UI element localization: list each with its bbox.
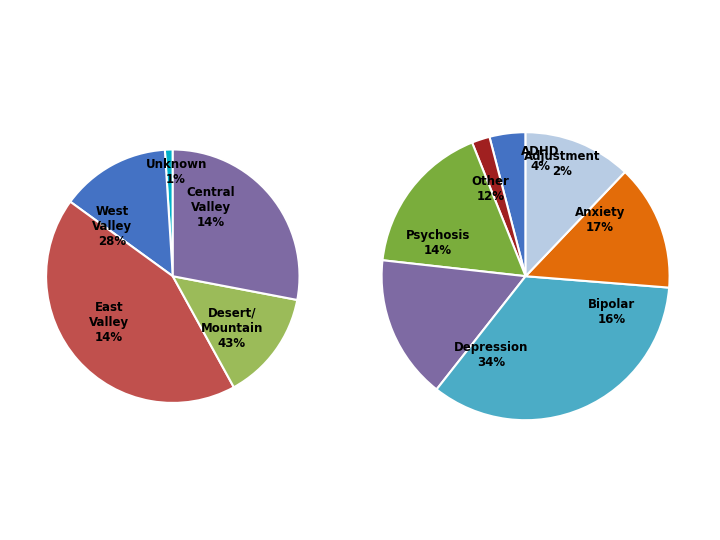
Text: Adjustment
2%: Adjustment 2% [524,150,600,178]
Text: Desert/
Mountain
43%: Desert/ Mountain 43% [201,307,263,350]
Wedge shape [436,276,669,420]
Text: West
Valley
28%: West Valley 28% [92,205,132,248]
Wedge shape [46,202,234,403]
Text: Bipolar
16%: Bipolar 16% [588,299,636,326]
Text: Psychosis
14%: Psychosis 14% [406,229,470,257]
Text: Anxiety
17%: Anxiety 17% [575,206,625,233]
Text: East
Valley
14%: East Valley 14% [89,301,130,344]
Text: Department of Behavioral Health: Department of Behavioral Health [109,508,294,518]
Text: Other
12%: Other 12% [472,176,510,204]
Text: Unknown
1%: Unknown 1% [145,158,207,186]
Text: FSP Clients Served in FY 13/14 by Region & Diagnosis: FSP Clients Served in FY 13/14 by Region… [50,21,720,41]
Wedge shape [382,260,526,389]
Wedge shape [382,143,526,276]
Text: www.SBCounty.gov: www.SBCounty.gov [537,507,672,520]
Text: ADHD
4%: ADHD 4% [521,145,559,173]
Wedge shape [490,132,526,276]
Wedge shape [165,150,173,276]
Wedge shape [173,276,297,387]
Wedge shape [71,150,173,276]
Wedge shape [472,137,526,276]
Wedge shape [526,132,625,276]
Text: Central
Valley
14%: Central Valley 14% [186,186,235,229]
Wedge shape [526,172,670,288]
Text: Depression
34%: Depression 34% [454,341,528,369]
Wedge shape [173,150,300,300]
